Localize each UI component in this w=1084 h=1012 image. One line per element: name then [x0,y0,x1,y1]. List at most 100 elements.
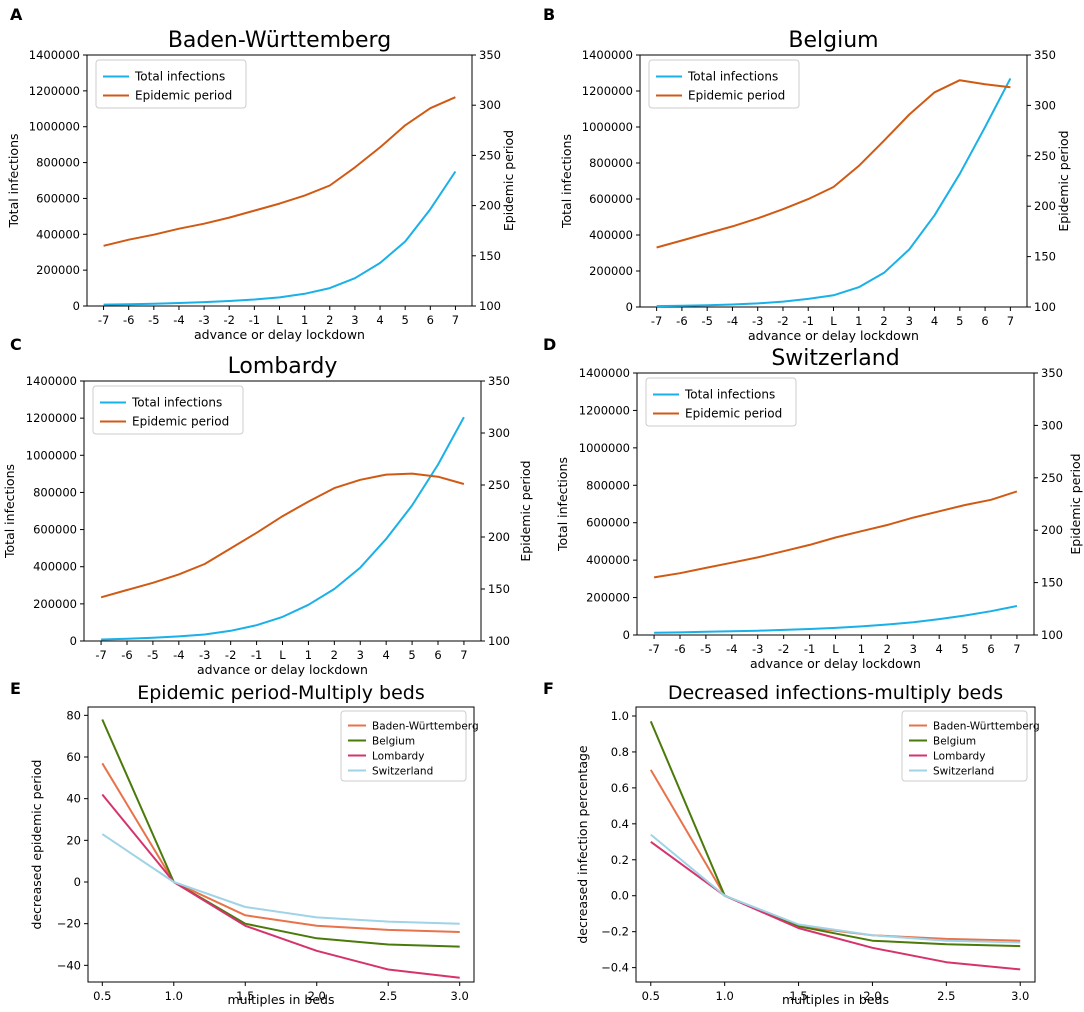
x-tick-label: -7 [648,642,659,656]
legend-label: Belgium [933,736,976,748]
series-line-1 [654,605,1018,634]
series-line-3 [650,840,1021,971]
series-line-2 [103,96,456,247]
chart-title: Decreased infections-multiply beds [668,682,1003,704]
series-line-4 [101,833,460,925]
series-line-2 [100,472,465,599]
y-right-tick-label: 200 [488,530,510,544]
x-tick-label: -1 [249,313,260,327]
legend-box [95,59,247,109]
x-tick-label: -6 [674,642,685,656]
y-tick-label: 80 [66,708,81,722]
x-tick-label: -7 [95,648,106,662]
y-right-tick-label: 250 [488,478,510,492]
chart-panel-d: D Switzerland -7 -6 -5 -4 -3 -2 -1 L 1 2 3 4 5 6 7 0 20000… [543,335,1083,671]
chart-panel-f: F Decreased infections-multiply beds 0.5 1.… [543,679,1040,1007]
x-axis-label: advance or delay lockdown [750,656,921,671]
legend-label: Total infections [134,70,225,84]
x-tick-label: 3.0 [1011,989,1029,1003]
series-line-2 [653,490,1018,579]
x-tick-label: 5 [961,642,968,656]
y-right-tick-label: 250 [1034,149,1056,163]
legend-label: Belgium [372,736,415,748]
y-tick-label: 1400000 [29,48,80,62]
chart-panel-c: C Lombardy -7 -6 -5 -4 -3 -2 -1 L 1 2 3 4 5 6 7 0 200000 40… [2,335,533,677]
y-tick-label: 1000000 [29,120,80,134]
y-tick-label: 600000 [589,192,633,206]
y-right-tick-label: 100 [1034,300,1056,314]
y-tick-label: 40 [66,792,81,806]
y-tick-label: 400000 [36,227,80,241]
series-line-1 [101,762,460,933]
x-axis-label: multiples in beds [782,992,889,1007]
x-tick-label: 2.5 [379,989,397,1003]
y-axis-label: Total infections [559,134,574,229]
x-tick-label: 2 [880,314,887,328]
y-tick-label: 200000 [33,597,77,611]
legend: Total infections Epidemic period [92,385,244,435]
y-tick-label: 800000 [589,156,633,170]
legend: Baden-Württemberg Belgium Lombardy Switzerl… [901,710,1040,782]
y-right-axis-label: Epidemic period [1056,130,1071,231]
plot-frame [635,706,1036,983]
y-tick-label: 0 [73,299,80,313]
y-axis-label: Total infections [6,134,21,229]
x-tick-label: L [279,648,286,662]
y-tick-label: 0 [626,300,633,314]
x-tick-label: -6 [123,313,134,327]
y-axis-label: Total infections [555,457,570,552]
x-tick-label: 4 [936,642,943,656]
legend-box [901,710,1028,782]
y-right-tick-label: 200 [1041,523,1063,537]
x-tick-label: 2 [884,642,891,656]
legend-label: Switzerland [372,766,433,778]
chart-panel-b: B Belgium -7 -6 -5 -4 -3 -2 -1 L 1 2 3 4 5 6 7 0 200000 400… [543,5,1071,343]
y-tick-label: 800000 [36,156,80,170]
y-right-tick-label: 300 [479,98,501,112]
legend: Baden-Württemberg Belgium Lombardy Switzerl… [340,710,479,782]
y-right-tick-label: 150 [479,249,501,263]
y-tick-label: 200000 [36,263,80,277]
y-tick-label: 400000 [33,560,77,574]
x-tick-label: -3 [198,313,209,327]
x-tick-label: -3 [199,648,210,662]
x-tick-label: 0.5 [642,989,660,1003]
y-tick-label: 1400000 [26,374,77,388]
x-tick-label: 6 [427,313,434,327]
y-tick-label: 1000000 [26,448,77,462]
y-tick-label: 400000 [586,553,630,567]
x-tick-label: 5 [402,313,409,327]
x-tick-label: -4 [727,314,738,328]
x-tick-label: L [830,314,837,328]
legend-label: Epidemic period [688,89,785,103]
y-tick-label: 0.6 [611,781,629,795]
y-tick-label: 1000000 [582,120,633,134]
y-tick-label: 800000 [586,478,630,492]
x-tick-label: -7 [98,313,109,327]
legend-label: Baden-Württemberg [933,721,1040,733]
x-tick-label: 1 [301,313,308,327]
legend-label: Epidemic period [135,89,232,103]
y-tick-label: 200000 [586,591,630,605]
y-right-tick-label: 350 [1041,366,1063,380]
x-tick-label: -5 [701,314,712,328]
x-tick-label: 3 [357,648,364,662]
legend-label: Epidemic period [685,407,782,421]
y-right-tick-label: 100 [1041,628,1063,642]
y-tick-label: 60 [66,750,81,764]
x-tick-label: -4 [173,648,184,662]
x-tick-label: 1.0 [165,989,183,1003]
x-tick-label: -2 [225,648,236,662]
y-right-tick-label: 300 [488,426,510,440]
series-line-2 [101,719,460,948]
y-right-axis-label: Epidemic period [518,460,533,561]
y-axis-label: decreased infection percentage [575,745,590,944]
x-tick-label: 2.0 [308,989,326,1003]
x-tick-label: 0.5 [93,989,111,1003]
x-tick-label: -2 [777,314,788,328]
y-tick-label: 600000 [33,523,77,537]
y-tick-label: 0.2 [611,853,629,867]
legend-box [92,385,244,435]
x-tick-label: -2 [778,642,789,656]
legend-label: Total infections [684,388,775,402]
